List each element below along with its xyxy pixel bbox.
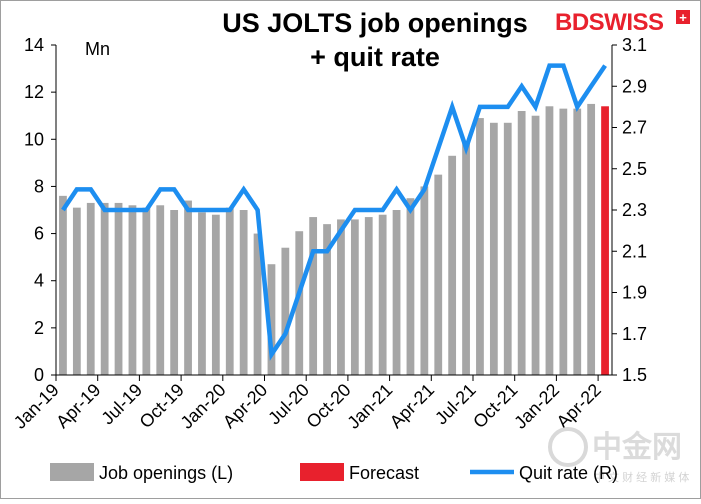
job-openings-bar [86, 202, 95, 375]
job-openings-bar [156, 205, 165, 375]
job-openings-bar [281, 247, 290, 375]
job-openings-bar [573, 108, 582, 376]
brand-logo-badge [676, 10, 690, 24]
left-tick-label: 6 [34, 224, 44, 244]
brand-plus-icon: + [679, 10, 687, 25]
chart-subtitle: + quit rate [310, 42, 440, 72]
job-openings-bar [350, 219, 359, 375]
job-openings-bar [434, 174, 443, 375]
job-openings-bar [531, 115, 540, 375]
right-tick-label: 1.7 [622, 324, 647, 344]
job-openings-bar [323, 224, 331, 375]
job-openings-bar [72, 207, 81, 375]
watermark-logo-icon [548, 427, 588, 467]
job-openings-bar [545, 106, 554, 376]
job-openings-bar [100, 202, 109, 375]
right-tick-label: 2.7 [622, 118, 647, 138]
quit-rate-line [61, 63, 607, 361]
job-openings-bar [378, 214, 387, 375]
job-openings-bar [309, 217, 318, 375]
job-openings-bar [225, 207, 234, 375]
right-tick-label: 2.3 [622, 200, 647, 220]
job-openings-bar [364, 217, 373, 375]
job-openings-bar [128, 205, 137, 375]
job-openings-bar [295, 231, 304, 375]
job-openings-bar [503, 122, 512, 376]
job-openings-bar [448, 155, 457, 375]
job-openings-bar [392, 210, 401, 375]
right-tick-label: 2.1 [622, 241, 647, 261]
job-openings-bar [267, 264, 276, 375]
right-tick-label: 2.5 [622, 159, 647, 179]
left-tick-label: 4 [34, 271, 44, 291]
job-openings-bar [59, 195, 67, 375]
left-tick-label: 2 [34, 318, 44, 338]
right-tick-label: 1.5 [622, 365, 647, 385]
job-openings-bar [253, 233, 262, 375]
job-openings-bar [239, 210, 248, 375]
chart-title: US JOLTS job openings [222, 8, 528, 38]
left-tick-label: 8 [34, 176, 44, 196]
right-tick-label: 2.9 [622, 76, 647, 96]
job-openings-bar [142, 207, 151, 375]
job-openings-bar [170, 210, 179, 375]
job-openings-bar [198, 212, 206, 375]
job-openings-bar [476, 118, 484, 376]
job-openings-bar [406, 198, 415, 375]
legend-label-job-openings: Job openings (L) [99, 463, 233, 483]
left-tick-label: 10 [24, 129, 44, 149]
job-openings-bar [559, 108, 568, 376]
legend-swatch-job-openings [50, 463, 94, 481]
job-openings-bar [184, 200, 192, 375]
watermark-subtext: 中 文 财 经 新 媒 体 [594, 470, 689, 484]
brand-logo-text: BDSWISS [555, 9, 664, 36]
legend-label-forecast: Forecast [349, 463, 419, 483]
legend-label-quit-rate: Quit rate (R) [519, 463, 618, 483]
job-openings-bar [337, 219, 345, 375]
job-openings-bar [211, 214, 220, 375]
right-tick-label: 1.9 [622, 283, 647, 303]
left-tick-label: 0 [34, 365, 44, 385]
job-openings-bar [420, 186, 429, 375]
left-tick-label: 12 [24, 82, 44, 102]
watermark-text: 中金网 [592, 430, 682, 464]
right-tick-label: 3.1 [622, 35, 647, 55]
left-unit-label: Mn [85, 39, 110, 59]
left-tick-label: 14 [24, 35, 44, 55]
legend-swatch-forecast [300, 463, 344, 481]
job-openings-bar [114, 202, 123, 375]
job-openings-bar [462, 141, 470, 375]
job-openings-bar [489, 122, 498, 376]
job-openings-bar [517, 111, 526, 375]
forecast-bar [601, 106, 609, 376]
job-openings-bar [587, 103, 596, 375]
